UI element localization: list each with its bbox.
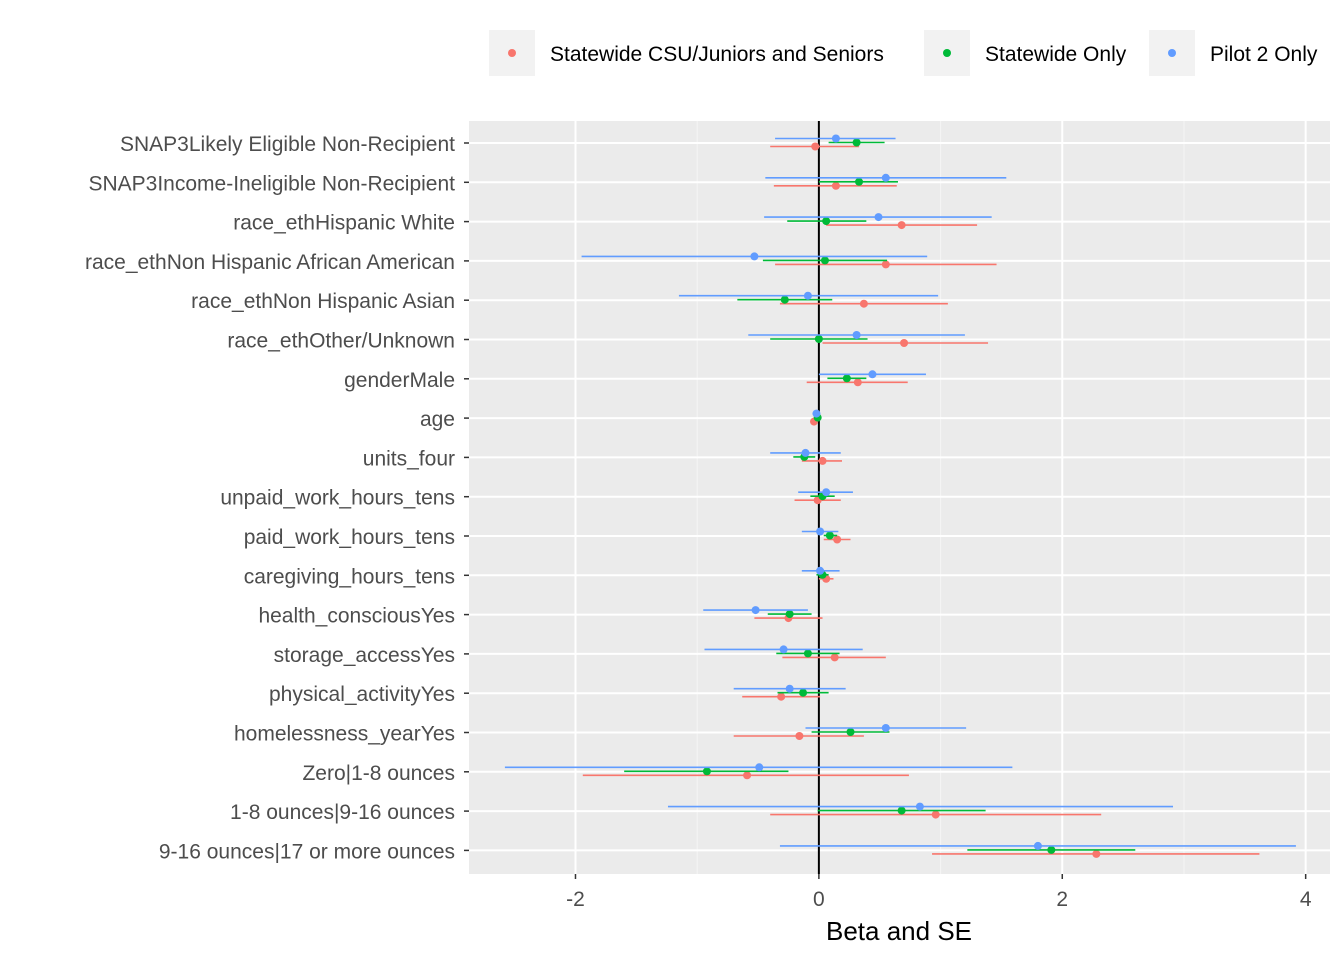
estimate-point xyxy=(846,728,855,736)
estimate-point xyxy=(897,221,906,230)
legend-swatch xyxy=(508,49,516,57)
estimate-point xyxy=(831,134,840,143)
x-tick-label: 2 xyxy=(1056,888,1068,911)
y-tick-label: storage_accessYes xyxy=(274,644,455,667)
legend: Statewide CSU/Juniors and Seniors Statewi… xyxy=(489,30,1318,76)
estimate-point xyxy=(831,181,840,190)
estimate-point xyxy=(1092,849,1101,858)
y-tick-label: race_ethNon Hispanic African American xyxy=(85,251,455,274)
estimate-point xyxy=(822,217,831,226)
estimate-point xyxy=(816,566,825,575)
estimate-point xyxy=(853,378,862,387)
estimate-point xyxy=(799,688,808,697)
estimate-point xyxy=(881,260,890,269)
estimate-point xyxy=(820,256,829,265)
estimate-point xyxy=(868,370,877,379)
estimate-point xyxy=(874,213,883,222)
legend-label: Pilot 2 Only xyxy=(1210,43,1318,66)
x-axis-title: Beta and SE xyxy=(826,916,972,946)
estimate-point xyxy=(816,527,825,536)
estimate-point xyxy=(750,252,759,261)
legend-label: Statewide CSU/Juniors and Seniors xyxy=(550,43,884,66)
estimate-point xyxy=(779,645,788,654)
y-axis: SNAP3Likely Eligible Non-Recipient SNAP3I… xyxy=(85,133,469,863)
legend-item-1: Statewide CSU/Juniors and Seniors xyxy=(489,30,884,76)
estimate-point xyxy=(814,335,823,343)
estimate-point xyxy=(842,374,851,383)
y-tick-label: 1-8 ounces|9-16 ounces xyxy=(230,801,455,824)
estimate-point xyxy=(780,295,789,304)
series-layer xyxy=(504,134,1296,858)
y-tick-label: physical_activityYes xyxy=(269,683,455,706)
estimate-point xyxy=(812,409,821,418)
y-tick-label: race_ethHispanic White xyxy=(233,212,455,235)
y-tick-label: race_ethNon Hispanic Asian xyxy=(191,290,455,313)
estimate-point xyxy=(1033,841,1042,850)
y-tick-label: SNAP3Income-Ineligible Non-Recipient xyxy=(88,172,455,195)
y-tick-label: unpaid_work_hours_tens xyxy=(220,487,455,510)
y-tick-label: units_four xyxy=(363,447,455,470)
estimate-point xyxy=(915,802,924,811)
estimate-point xyxy=(795,732,804,740)
estimate-point xyxy=(1047,845,1056,854)
grid-lines xyxy=(469,121,1330,874)
estimate-point xyxy=(785,610,794,619)
estimate-point xyxy=(803,649,812,658)
estimate-point xyxy=(702,767,711,776)
estimate-point xyxy=(801,448,810,457)
y-tick-label: health_consciousYes xyxy=(258,605,455,628)
series-3 xyxy=(504,134,1296,850)
estimate-point xyxy=(755,763,764,772)
estimate-point xyxy=(897,806,906,815)
estimate-point xyxy=(777,692,786,701)
estimate-point xyxy=(785,684,794,693)
legend-item-2: Statewide Only xyxy=(924,30,1127,76)
x-tick-label: 0 xyxy=(813,888,825,911)
estimate-point xyxy=(825,531,834,540)
x-axis: -2 0 2 4 xyxy=(566,874,1312,911)
estimate-point xyxy=(811,142,820,151)
y-tick-label: 9-16 ounces|17 or more ounces xyxy=(159,840,455,863)
y-tick-label: age xyxy=(420,408,455,431)
estimate-point xyxy=(852,331,861,339)
y-tick-label: paid_work_hours_tens xyxy=(244,526,455,549)
estimate-point xyxy=(881,173,890,182)
x-tick-label: -2 xyxy=(566,888,585,911)
estimate-point xyxy=(830,653,839,662)
estimate-point xyxy=(900,339,909,347)
legend-swatch xyxy=(1168,49,1176,57)
y-tick-label: homelessness_yearYes xyxy=(234,723,455,746)
estimate-point xyxy=(931,810,940,819)
estimate-point xyxy=(881,724,890,732)
estimate-point xyxy=(833,535,842,544)
estimate-point xyxy=(859,299,868,308)
estimate-point xyxy=(751,606,760,615)
series-2 xyxy=(624,138,1136,854)
legend-swatch xyxy=(943,49,951,57)
estimate-point xyxy=(855,177,864,186)
y-tick-label: Zero|1-8 ounces xyxy=(302,762,455,785)
estimate-point xyxy=(822,488,831,497)
legend-label: Statewide Only xyxy=(985,43,1127,66)
series-1 xyxy=(582,142,1260,858)
y-tick-label: SNAP3Likely Eligible Non-Recipient xyxy=(120,133,455,156)
estimate-point xyxy=(803,291,812,300)
x-tick-label: 4 xyxy=(1300,888,1312,911)
y-tick-label: race_ethOther/Unknown xyxy=(227,330,455,353)
y-tick-label: caregiving_hours_tens xyxy=(244,565,455,588)
estimate-point xyxy=(818,456,827,465)
y-tick-label: genderMale xyxy=(344,369,455,392)
legend-item-3: Pilot 2 Only xyxy=(1149,30,1318,76)
estimate-point xyxy=(852,138,861,147)
estimate-point xyxy=(743,771,752,780)
